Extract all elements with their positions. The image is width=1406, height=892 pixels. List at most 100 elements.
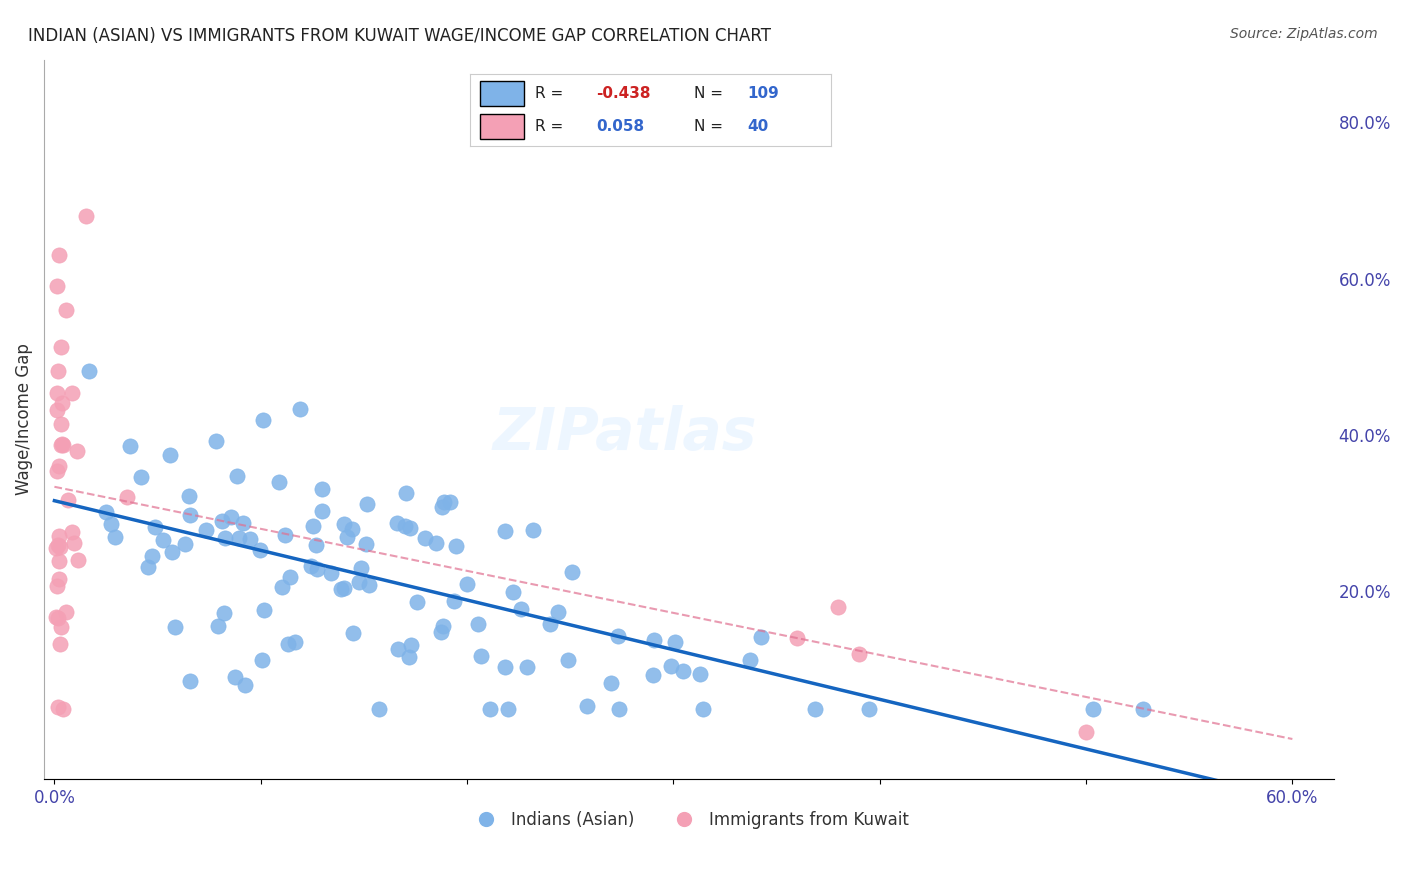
Point [49, 340, 72, 354]
Point [425, 535, 447, 549]
Legend: Indians (Asian), Immigrants from Kuwait: Indians (Asian), Immigrants from Kuwait [463, 804, 915, 835]
Point [46, 537, 69, 551]
Point [75, 209, 97, 223]
Point [207, 619, 229, 633]
Point [664, 635, 686, 649]
Point [399, 638, 422, 652]
Point [496, 701, 519, 715]
Point [848, 647, 870, 661]
Point [576, 699, 599, 714]
Point [115, 491, 138, 505]
Point [60, 385, 83, 400]
Point [46, 464, 69, 478]
Point [269, 475, 291, 489]
Point [219, 510, 242, 524]
Point [433, 494, 456, 508]
Point [179, 673, 201, 688]
Point [804, 701, 827, 715]
Point [94, 505, 117, 519]
Point [252, 412, 274, 426]
Point [689, 666, 711, 681]
Point [827, 599, 849, 614]
Point [607, 629, 630, 643]
Point [49, 417, 72, 431]
Point [356, 497, 378, 511]
Point [522, 523, 544, 537]
Point [51, 437, 73, 451]
Point [270, 580, 292, 594]
Point [641, 668, 664, 682]
Point [52, 701, 75, 715]
Point [1132, 701, 1154, 715]
Point [100, 516, 122, 531]
Point [194, 523, 217, 537]
Point [46, 611, 69, 625]
Point [659, 659, 682, 673]
Point [336, 530, 359, 544]
Point [174, 536, 197, 550]
Point [214, 531, 236, 545]
Point [163, 620, 186, 634]
Text: Source: ZipAtlas.com: Source: ZipAtlas.com [1230, 27, 1378, 41]
Point [49, 540, 72, 554]
Point [444, 539, 467, 553]
Point [430, 500, 453, 514]
Point [45, 579, 67, 593]
Point [749, 630, 772, 644]
Point [1074, 725, 1097, 739]
Point [45, 386, 67, 401]
Point [479, 701, 502, 715]
Point [204, 434, 226, 449]
Point [395, 485, 418, 500]
Point [470, 649, 492, 664]
Point [329, 582, 352, 596]
Point [350, 560, 373, 574]
Point [232, 516, 254, 531]
Point [357, 578, 380, 592]
Point [561, 566, 583, 580]
Point [239, 532, 262, 546]
Point [55, 302, 77, 317]
Point [439, 495, 461, 509]
Point [740, 653, 762, 667]
Point [299, 558, 322, 573]
Point [600, 676, 623, 690]
Point [45, 279, 67, 293]
Y-axis label: Wage/Income Gap: Wage/Income Gap [15, 343, 32, 495]
Point [333, 581, 356, 595]
Point [432, 618, 454, 632]
Point [46, 403, 69, 417]
Point [233, 678, 256, 692]
Point [398, 650, 420, 665]
Point [367, 701, 389, 715]
Point [443, 594, 465, 608]
Point [494, 659, 516, 673]
Text: ZIPatlas: ZIPatlas [492, 405, 756, 462]
Point [311, 482, 333, 496]
Point [224, 670, 246, 684]
Point [538, 616, 561, 631]
Text: INDIAN (ASIAN) VS IMMIGRANTS FROM KUWAIT WAGE/INCOME GAP CORRELATION CHART: INDIAN (ASIAN) VS IMMIGRANTS FROM KUWAIT… [28, 27, 770, 45]
Point [49, 637, 72, 651]
Point [284, 635, 307, 649]
Point [307, 562, 329, 576]
Point [321, 566, 343, 581]
Point [387, 641, 409, 656]
Point [692, 701, 714, 715]
Point [177, 490, 200, 504]
Point [249, 543, 271, 558]
Point [430, 625, 453, 640]
Point [46, 699, 69, 714]
Point [858, 701, 880, 715]
Point [607, 701, 630, 715]
Point [48, 248, 70, 262]
Point [48, 554, 70, 568]
Point [152, 533, 174, 547]
Point [547, 605, 569, 619]
Point [48, 459, 70, 474]
Point [385, 516, 408, 531]
Point [60, 525, 83, 540]
Point [356, 537, 378, 551]
Point [278, 569, 301, 583]
Point [211, 514, 233, 528]
